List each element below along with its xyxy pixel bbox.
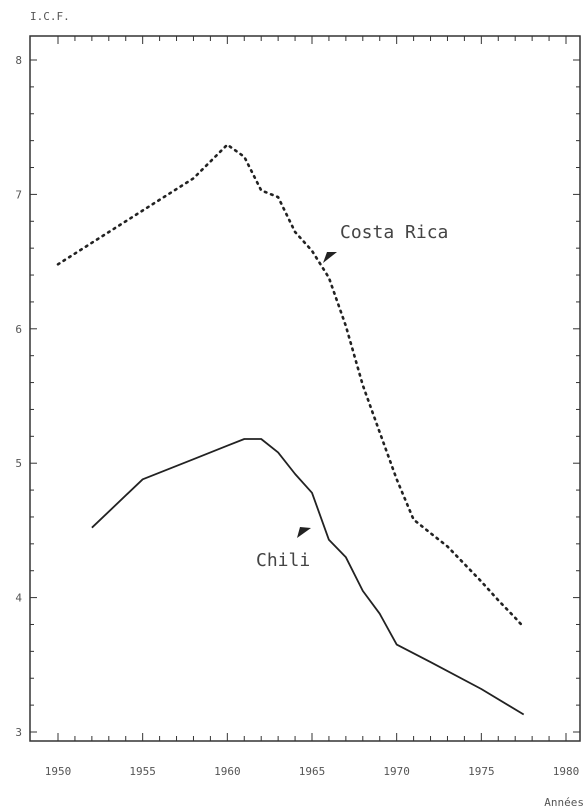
y-tick-label: 6 [15,323,22,336]
series-costa-rica [56,143,526,629]
annotation-arrow-chili [297,527,311,538]
x-tick-label: 1955 [129,765,156,778]
x-tick-label: 1970 [383,765,410,778]
y-tick-label: 5 [15,457,22,470]
y-axis-label: I.C.F. [30,10,70,23]
plot-frame [29,35,581,742]
x-axis-ticks: 1950 1955 1960 1965 1970 1975 1980 [45,36,580,778]
y-tick-label: 4 [15,592,22,605]
annotation-arrow-costa-rica [323,252,337,263]
x-tick-label: 1980 [553,765,580,778]
x-tick-label: 1950 [45,765,72,778]
x-axis-label: Années [544,796,584,809]
y-tick-label: 8 [15,54,22,67]
x-tick-label: 1975 [468,765,495,778]
series-layer [56,143,526,716]
annotation-chili: Chili [256,550,310,571]
x-tick-label: 1965 [299,765,326,778]
y-axis-ticks: 3 4 5 6 7 8 [15,54,580,739]
y-tick-label: 3 [15,726,22,739]
annotation-costa-rica: Costa Rica [340,222,448,243]
series-chili [91,438,525,716]
x-tick-label: 1960 [214,765,241,778]
y-tick-label: 7 [15,188,22,201]
